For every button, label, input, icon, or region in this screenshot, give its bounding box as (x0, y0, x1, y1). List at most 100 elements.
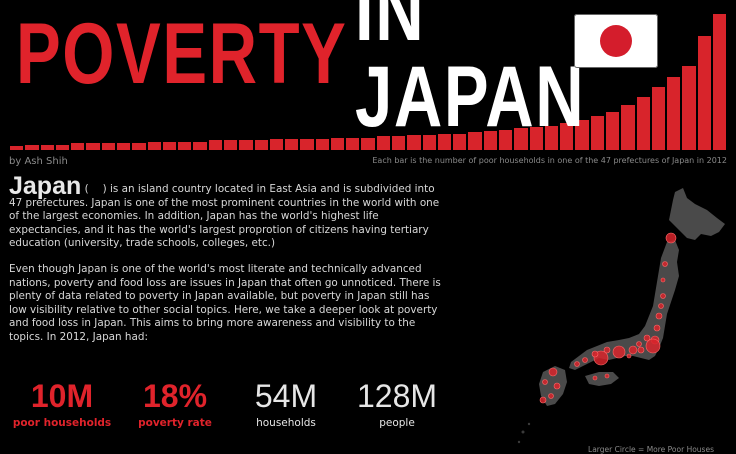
bar (422, 135, 436, 150)
map-circle (636, 341, 642, 347)
bar (605, 111, 620, 150)
bar (208, 140, 222, 150)
bar (560, 122, 574, 150)
map-hokkaido (669, 188, 725, 240)
stat-label: poverty rate (138, 417, 212, 429)
japan-map (517, 188, 725, 444)
japan-flag-icon (574, 14, 658, 68)
map-kyushu (539, 366, 567, 406)
stat-value: 54M (254, 378, 318, 414)
stat-label: poor households (12, 417, 112, 429)
page-title: POVERTY IN JAPAN (16, 0, 736, 140)
bar (636, 96, 650, 150)
stat-households: 54M households (236, 378, 336, 429)
stat-value: 128M (356, 378, 438, 414)
map-circle (660, 277, 666, 283)
stat-label: people (379, 417, 415, 429)
bar (712, 14, 727, 150)
bar (590, 116, 604, 150)
map-circle (626, 353, 632, 359)
stat-poverty-rate: 18% poverty rate (125, 378, 225, 429)
map-circle (643, 334, 651, 342)
bar (621, 105, 635, 150)
bar (575, 120, 589, 150)
map-circle (548, 367, 558, 377)
stat-poor-households: 10M poor households (12, 378, 112, 429)
map-circle (553, 382, 561, 390)
map-circle (574, 361, 580, 367)
map-circle (548, 393, 554, 399)
bar (269, 139, 284, 150)
map-circle (612, 345, 626, 359)
flag-sun (600, 25, 632, 57)
map-circle (628, 345, 638, 355)
map-legend: Larger Circle = More Poor Houses (588, 445, 714, 454)
bar (330, 137, 345, 150)
bar (453, 133, 467, 150)
map-circle (662, 261, 668, 267)
bar (147, 141, 161, 150)
bar (223, 140, 238, 150)
map-shikoku (585, 372, 619, 386)
bar (529, 126, 543, 150)
bar (162, 141, 177, 150)
intro-paragraph-2: Even though Japan is one of the world's … (9, 262, 441, 343)
country-name: Japan (9, 172, 82, 200)
bar (667, 76, 681, 150)
bar (392, 136, 406, 150)
stat-people: 128M people (347, 378, 447, 429)
poverty-bars (10, 14, 727, 150)
title-poverty: POVERTY (16, 6, 348, 102)
bar (300, 139, 314, 150)
map-circle (645, 338, 661, 354)
bar (468, 132, 482, 150)
bar (407, 135, 421, 150)
bar (499, 129, 513, 150)
map-circle (592, 375, 598, 381)
bar (40, 144, 54, 150)
title-in-japan: IN JAPAN (354, 0, 586, 145)
map-circle (653, 324, 661, 332)
bar (544, 125, 559, 150)
bar (346, 137, 360, 150)
bars-caption: Each bar is the number of poor household… (372, 156, 727, 165)
bar (361, 137, 375, 150)
intro-text: Japan () is an island country located in… (9, 174, 449, 345)
map-circle (539, 396, 547, 404)
bar (116, 143, 131, 150)
bar (71, 143, 85, 150)
byline: by Ash Shih (9, 156, 68, 167)
map-circle (665, 232, 677, 244)
map-circle (658, 303, 664, 309)
bar (55, 144, 70, 150)
bar (682, 65, 696, 150)
bar (697, 35, 711, 150)
map-circle (655, 312, 663, 320)
bar (376, 136, 391, 150)
paren-open: ( (84, 183, 89, 195)
bar (483, 130, 497, 150)
bar (178, 141, 192, 150)
bar (10, 145, 24, 150)
map-circle (542, 379, 548, 385)
intro-paragraph-1: Japan () is an island country located in… (9, 174, 449, 251)
map-honshu (569, 240, 679, 370)
map-circle (604, 373, 610, 379)
bar (193, 141, 207, 150)
map-circle (660, 293, 666, 299)
bar (651, 87, 666, 150)
bar (514, 128, 528, 150)
map-circle (637, 346, 645, 354)
map-circle (582, 357, 588, 363)
map-circle (591, 350, 599, 358)
stat-value: 18% (142, 378, 208, 414)
bar (101, 143, 115, 150)
stat-value: 10M (30, 378, 94, 414)
bar (86, 143, 100, 150)
intro-paragraph-1-text: ) is an island country located in East A… (9, 183, 440, 250)
bar (132, 143, 146, 150)
map-circle (603, 346, 611, 354)
bar (254, 140, 268, 150)
bar (285, 139, 299, 150)
stat-label: households (256, 417, 316, 429)
